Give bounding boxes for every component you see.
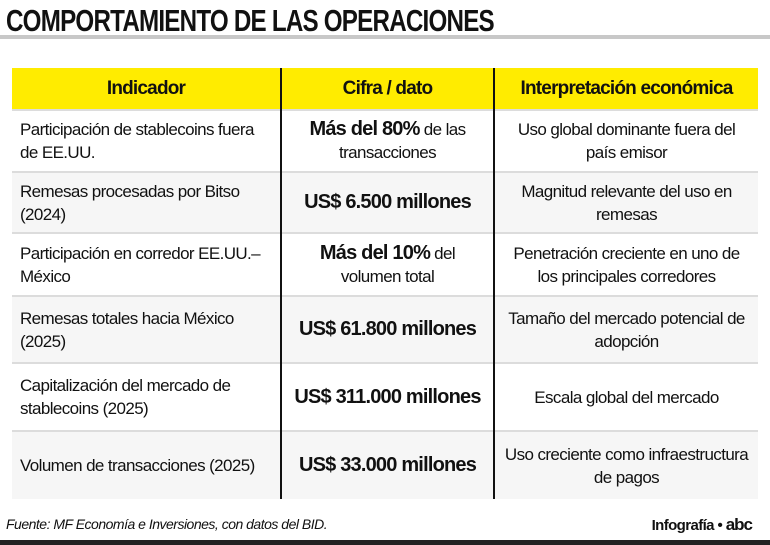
cell-interpretation: Tamaño del mercado potencial de adopción	[493, 295, 758, 363]
credit: Infografía • abc	[651, 515, 753, 535]
cell-indicator: Remesas totales hacia México (2025)	[12, 295, 281, 363]
cell-interpretation: Magnitud relevante del uso en remesas	[493, 171, 758, 233]
cell-interpretation: Penetración creciente en uno de los prin…	[493, 232, 758, 296]
cell-figure: US$ 61.800 millones	[280, 295, 494, 363]
abc-logo: abc	[725, 515, 753, 534]
cell-indicator: Remesas procesadas por Bitso (2024)	[12, 171, 281, 233]
cell-figure: US$ 311.000 millones	[280, 362, 494, 431]
data-table: Indicador Cifra / dato Interpretación ec…	[12, 68, 758, 499]
header-figure: Cifra / dato	[280, 68, 494, 110]
figure-bold: US$ 6.500 millones	[304, 191, 472, 213]
cell-figure: US$ 33.000 millones	[280, 430, 494, 499]
table-row: Participación en corredor EE.UU.–México …	[12, 232, 758, 296]
source-note: Fuente: MF Economía e Inversiones, con d…	[6, 516, 328, 532]
table-row: Volumen de transacciones (2025) US$ 33.0…	[12, 430, 758, 499]
cell-figure: Más del 80% de las transacciones	[280, 109, 494, 172]
cell-interpretation: Escala global del mercado	[493, 362, 758, 431]
figure-bold: Más del 80%	[309, 118, 420, 140]
cell-indicator: Participación de stablecoins fuera de EE…	[12, 109, 281, 172]
cell-interpretation: Uso creciente como infraestructura de pa…	[493, 430, 758, 499]
figure-bold: US$ 311.000 millones	[294, 385, 481, 408]
cell-indicator: Participación en corredor EE.UU.–México	[12, 232, 281, 296]
cell-figure: US$ 6.500 millones	[280, 171, 494, 233]
cell-indicator: Capitalización del mercado de stablecoin…	[12, 362, 281, 431]
page-title: COMPORTAMIENTO DE LAS OPERACIONES	[6, 3, 495, 38]
bottom-bar	[0, 540, 770, 545]
cell-figure: Más del 10% del volumen total	[280, 232, 494, 296]
figure-rest: de las transacciones	[338, 120, 466, 162]
header-indicator: Indicador	[12, 68, 281, 110]
table-row: Capitalización del mercado de stablecoin…	[12, 362, 758, 431]
cell-indicator: Volumen de transacciones (2025)	[12, 430, 281, 499]
credit-label: Infografía •	[651, 517, 723, 534]
header-interpretation: Interpretación económica	[493, 68, 758, 110]
figure-bold: US$ 61.800 millones	[298, 318, 477, 340]
table-row: Participación de stablecoins fuera de EE…	[12, 109, 758, 172]
figure-bold: US$ 33.000 millones	[298, 454, 477, 476]
cell-interpretation: Uso global dominante fuera del país emis…	[493, 109, 758, 172]
table-row: Remesas procesadas por Bitso (2024) US$ …	[12, 171, 758, 233]
header-row: Indicador Cifra / dato Interpretación ec…	[12, 68, 758, 110]
figure-bold: Más del 10%	[319, 241, 431, 264]
figure-rest: del volumen total	[340, 243, 456, 286]
title-rule	[0, 35, 770, 39]
table-row: Remesas totales hacia México (2025) US$ …	[12, 295, 758, 363]
